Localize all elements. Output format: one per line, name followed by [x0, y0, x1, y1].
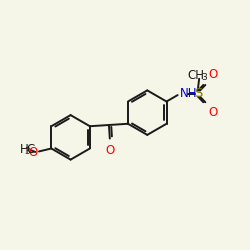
- Text: C: C: [27, 143, 35, 156]
- Text: O: O: [28, 146, 37, 159]
- Text: 3: 3: [25, 147, 30, 156]
- Text: O: O: [208, 106, 218, 119]
- Text: O: O: [208, 68, 218, 81]
- Text: H: H: [20, 143, 29, 156]
- Text: 3: 3: [201, 72, 207, 82]
- Text: NH: NH: [180, 87, 198, 100]
- Text: CH: CH: [187, 68, 204, 82]
- Text: O: O: [105, 144, 115, 157]
- Text: S: S: [194, 87, 202, 100]
